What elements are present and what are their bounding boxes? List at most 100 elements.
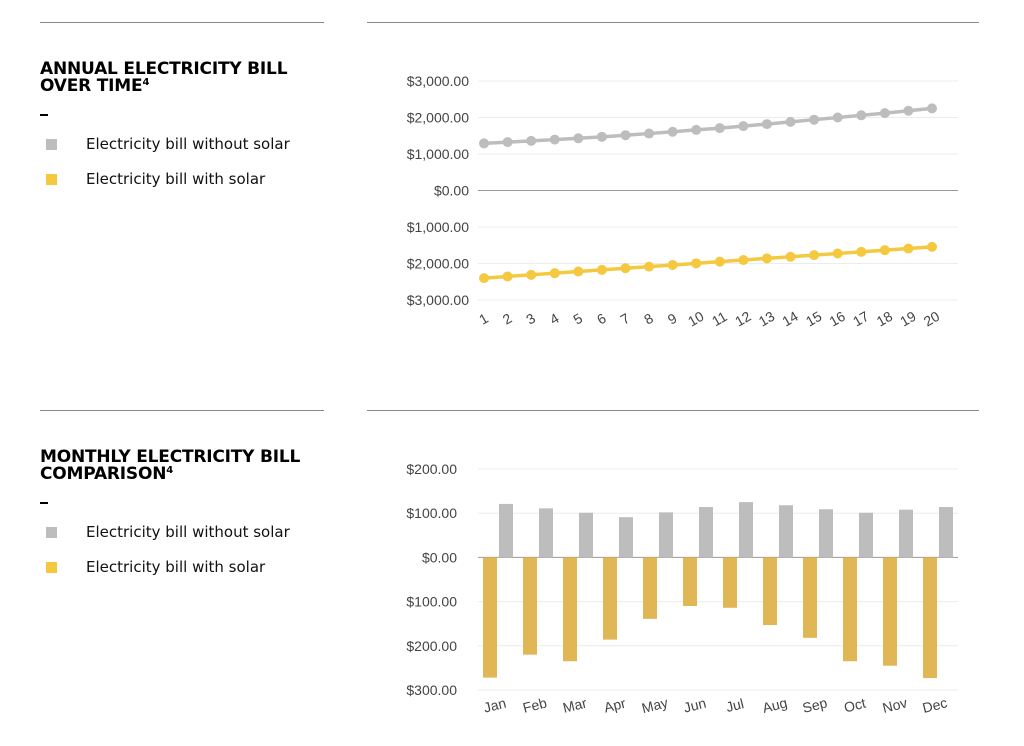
with-solar-bar	[883, 557, 897, 666]
yellow-square-icon	[46, 561, 57, 573]
monthly-legend-without-solar: Electricity bill without solar	[46, 522, 290, 542]
y-tick-label: $300.00	[406, 682, 457, 698]
monthly-bill-dash	[40, 502, 48, 504]
without-solar-bar	[659, 512, 673, 558]
annual-bill-title: ANNUAL ELECTRICITY BILL OVER TIME4	[40, 59, 288, 95]
monthly-bill-footnote: 4	[166, 465, 174, 476]
with-solar-point	[761, 253, 772, 264]
with-solar-point	[809, 250, 820, 261]
with-solar-bar	[803, 557, 817, 638]
y-tick-label: $3,000.00	[407, 73, 469, 89]
monthly-bill-title: MONTHLY ELECTRICITY BILL COMPARISON4	[40, 449, 300, 483]
with-solar-bar	[683, 557, 697, 607]
without-solar-point	[596, 131, 607, 142]
x-tick-label: 7	[618, 310, 633, 328]
panel-2-divider-right	[367, 410, 979, 411]
with-solar-point	[879, 245, 890, 256]
without-solar-point	[879, 108, 890, 119]
monthly-legend-with-solar: Electricity bill with solar	[46, 557, 265, 577]
x-tick-label: 15	[803, 308, 825, 330]
without-solar-bar	[779, 505, 793, 558]
legend-label: Electricity bill with solar	[86, 558, 266, 576]
with-solar-bar	[723, 557, 737, 608]
without-solar-point	[549, 134, 560, 145]
annual-bill-footnote: 4	[142, 77, 150, 88]
y-tick-label: $1,000.00	[407, 146, 469, 162]
x-tick-label: Sep	[801, 694, 829, 716]
without-solar-point	[785, 116, 796, 127]
with-solar-bar	[563, 557, 577, 662]
without-solar-point	[667, 126, 678, 137]
x-tick-label: Jul	[724, 695, 745, 715]
x-tick-label: 8	[641, 310, 656, 328]
with-solar-point	[549, 268, 560, 279]
y-tick-label: $0.00	[422, 549, 457, 565]
with-solar-point	[479, 273, 489, 284]
without-solar-bar	[819, 509, 833, 558]
x-tick-label: Mar	[561, 694, 589, 715]
with-solar-bar	[523, 557, 537, 655]
with-solar-point	[667, 259, 678, 270]
x-tick-label: 16	[826, 308, 848, 330]
without-solar-point	[927, 103, 937, 114]
annual-bill-dash	[40, 114, 48, 116]
panel-1-divider-left	[40, 22, 324, 23]
with-solar-bar	[603, 557, 617, 640]
x-tick-label: May	[640, 694, 670, 716]
y-tick-label: $2,000.00	[407, 256, 469, 272]
with-solar-bar	[643, 557, 657, 619]
y-tick-label: $200.00	[406, 461, 457, 477]
monthly-bill-title-line1: MONTHLY ELECTRICITY BILL	[40, 447, 301, 467]
without-solar-point	[691, 124, 702, 135]
y-tick-label: $3,000.00	[407, 292, 469, 308]
x-tick-label: 12	[732, 308, 754, 330]
x-tick-label: 5	[570, 310, 585, 328]
with-solar-point	[644, 261, 655, 272]
without-solar-point	[856, 110, 867, 121]
with-solar-point	[573, 266, 584, 277]
without-solar-point	[526, 135, 537, 146]
with-solar-bar	[483, 557, 497, 678]
without-solar-point	[620, 130, 631, 141]
x-tick-label: 9	[665, 310, 680, 328]
y-tick-label: $200.00	[406, 638, 457, 654]
without-solar-point	[903, 105, 914, 116]
annual-bill-title-line1: ANNUAL ELECTRICITY BILL	[40, 59, 288, 79]
gray-square-icon	[46, 526, 57, 538]
without-solar-bar	[939, 507, 953, 558]
monthly-bill-title-line2: COMPARISON	[40, 464, 167, 484]
x-tick-label: Feb	[521, 694, 548, 715]
without-solar-point	[479, 138, 489, 149]
y-tick-label: $0.00	[434, 183, 469, 199]
x-tick-label: 2	[500, 310, 515, 328]
with-solar-bar	[763, 557, 777, 626]
y-tick-label: $100.00	[406, 594, 457, 610]
y-tick-label: $2,000.00	[407, 110, 469, 126]
with-solar-point	[620, 263, 631, 274]
without-solar-point	[714, 123, 725, 134]
panel-2-divider-left	[40, 410, 324, 411]
without-solar-bar	[899, 509, 913, 558]
y-tick-label: $1,000.00	[407, 219, 469, 235]
with-solar-point	[785, 251, 796, 262]
x-tick-label: 3	[523, 310, 538, 328]
with-solar-point	[502, 271, 513, 282]
x-tick-label: 14	[779, 308, 801, 330]
x-tick-label: Jan	[482, 695, 508, 716]
with-solar-point	[903, 243, 914, 254]
with-solar-point	[832, 248, 843, 259]
x-tick-label: 1	[476, 310, 491, 328]
with-solar-point	[738, 255, 749, 266]
with-solar-point	[927, 241, 937, 252]
x-tick-label: 19	[897, 308, 919, 330]
x-tick-label: 18	[874, 308, 896, 330]
with-solar-point	[691, 258, 702, 269]
without-solar-point	[761, 119, 772, 130]
without-solar-point	[738, 121, 749, 132]
without-solar-bar	[859, 512, 873, 558]
without-solar-bar	[579, 512, 593, 558]
x-tick-label: Nov	[881, 694, 909, 716]
without-solar-bar	[739, 502, 753, 558]
y-tick-label: $100.00	[406, 505, 457, 521]
